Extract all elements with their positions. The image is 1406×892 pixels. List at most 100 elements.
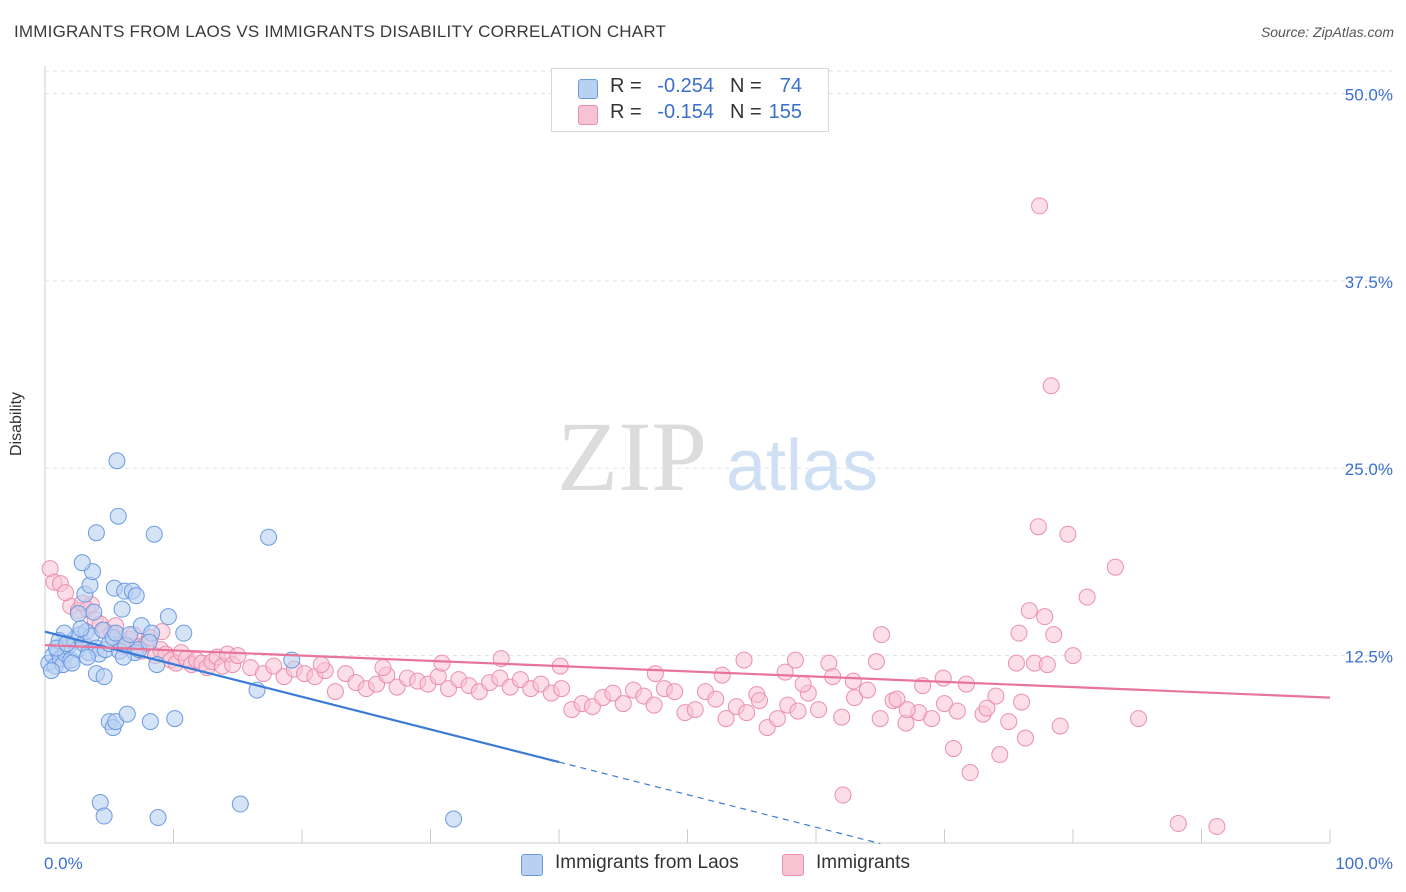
data-point-laos — [121, 626, 139, 644]
data-point-immigrants — [786, 651, 804, 669]
data-point-immigrants — [1029, 518, 1047, 536]
legend-row-laos: R = -0.254 N = 74 — [552, 75, 828, 101]
legend-swatch-immigrants — [782, 854, 804, 876]
data-point-immigrants — [1020, 602, 1038, 620]
data-point-immigrants — [1038, 656, 1056, 674]
data-point-immigrants — [738, 704, 756, 722]
data-point-immigrants — [1016, 729, 1034, 747]
data-point-immigrants — [961, 764, 979, 782]
axes — [44, 66, 1331, 844]
data-point-immigrants — [1169, 815, 1187, 833]
data-point-immigrants — [1130, 710, 1148, 728]
data-point-immigrants — [833, 708, 851, 726]
data-point-immigrants — [987, 687, 1005, 705]
data-point-immigrants — [229, 647, 247, 665]
data-point-laos — [78, 648, 96, 666]
data-point-laos — [95, 807, 113, 825]
data-point-laos — [127, 587, 145, 605]
watermark-zip: ZIP — [557, 401, 707, 512]
data-point-immigrants — [646, 665, 664, 683]
series-immigrants-points — [41, 197, 1226, 836]
legend-r-value: -0.254 — [657, 75, 714, 97]
trend-lines — [44, 630, 1331, 845]
data-point-immigrants — [846, 689, 864, 707]
data-point-immigrants — [1064, 647, 1082, 665]
legend-label-laos: Immigrants from Laos — [555, 852, 739, 873]
data-point-immigrants — [810, 701, 828, 719]
data-point-laos — [108, 452, 126, 470]
trend-line-immigrants — [44, 644, 1331, 699]
y-tick-label: 37.5% — [1345, 273, 1393, 292]
data-point-immigrants — [374, 659, 392, 677]
watermark-atlas: atlas — [726, 426, 878, 506]
data-point-laos — [95, 668, 113, 686]
data-point-immigrants — [1036, 608, 1054, 626]
data-point-laos — [63, 654, 81, 672]
trend-line-laos — [44, 630, 560, 764]
legend-n-label: N = — [730, 101, 762, 123]
data-point-immigrants — [1051, 717, 1069, 735]
y-tick-label: 50.0% — [1345, 85, 1393, 104]
data-point-laos — [58, 635, 76, 653]
data-point-immigrants — [717, 710, 735, 728]
data-point-immigrants — [858, 681, 876, 699]
data-point-immigrants — [553, 680, 571, 698]
data-point-laos — [260, 528, 278, 546]
data-point-immigrants — [735, 651, 753, 669]
data-point-laos — [159, 608, 177, 626]
data-point-laos — [69, 605, 87, 623]
data-point-immigrants — [991, 746, 1009, 764]
data-point-laos — [118, 705, 136, 723]
data-point-immigrants — [1013, 693, 1031, 711]
data-point-immigrants — [794, 675, 812, 693]
data-point-immigrants — [923, 710, 941, 728]
data-point-laos — [85, 603, 103, 621]
data-point-laos — [42, 662, 60, 680]
y-tick-label: 12.5% — [1345, 648, 1393, 667]
data-point-laos — [140, 633, 158, 651]
watermark: ZIP atlas — [557, 401, 878, 512]
data-point-immigrants — [1078, 588, 1096, 606]
data-point-immigrants — [57, 584, 75, 602]
legend-row-immigrants: R = -0.154 N = 155 — [552, 101, 828, 127]
data-point-immigrants — [433, 654, 451, 672]
data-point-laos — [141, 713, 159, 731]
data-point-immigrants — [326, 683, 344, 701]
y-tick-label: 25.0% — [1345, 460, 1393, 479]
y-tick-labels: 12.5% 25.0% 37.5% 50.0% — [1345, 85, 1393, 666]
data-point-laos — [109, 507, 127, 525]
data-point-immigrants — [604, 684, 622, 702]
data-point-laos — [166, 710, 184, 728]
data-point-immigrants — [1059, 525, 1077, 543]
data-point-immigrants — [768, 710, 786, 728]
data-point-immigrants — [750, 692, 768, 710]
data-point-immigrants — [834, 786, 852, 804]
series-laos-points — [40, 452, 463, 828]
data-point-immigrants — [1106, 558, 1124, 576]
x-tick-labels: 0.0% 100.0% — [44, 854, 1393, 873]
data-point-immigrants — [936, 695, 953, 713]
data-point-immigrants — [312, 656, 330, 674]
data-point-immigrants — [867, 653, 885, 671]
data-point-laos — [149, 809, 167, 827]
data-point-immigrants — [666, 683, 684, 701]
data-point-immigrants — [686, 701, 704, 719]
series-legend: Immigrants from Laos Immigrants — [0, 852, 1406, 878]
data-point-laos — [72, 620, 90, 638]
data-point-immigrants — [934, 669, 952, 687]
data-point-immigrants — [957, 675, 975, 693]
data-point-immigrants — [898, 701, 916, 719]
legend-n-value: 74 — [779, 75, 802, 97]
data-point-laos — [145, 525, 163, 543]
data-point-immigrants — [789, 702, 807, 720]
data-point-immigrants — [645, 696, 663, 714]
trend-line-laos-extension — [558, 761, 881, 845]
data-point-laos — [445, 810, 463, 828]
data-point-laos — [231, 795, 249, 813]
chart-title: IMMIGRANTS FROM LAOS VS IMMIGRANTS DISAB… — [14, 22, 667, 41]
data-point-immigrants — [1010, 624, 1028, 642]
legend-r-value: -0.154 — [657, 101, 714, 123]
x-tick-label: 100.0% — [1335, 854, 1393, 873]
data-point-immigrants — [1000, 713, 1018, 731]
